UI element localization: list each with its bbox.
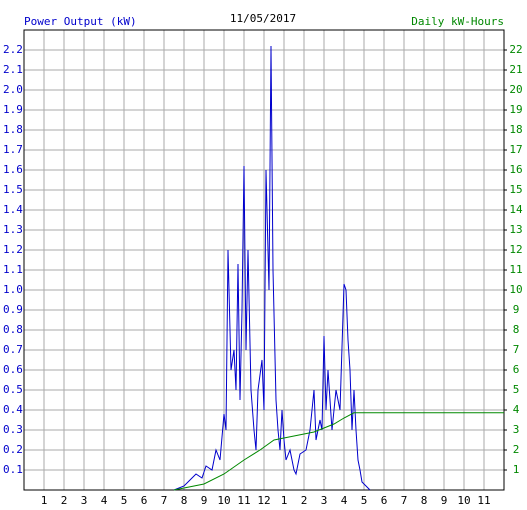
x-tick-label: 11 <box>237 494 250 507</box>
y2-tick-label: 19 <box>509 103 522 116</box>
y-tick-label: 0.6 <box>3 363 23 376</box>
y-tick-label: 1.7 <box>3 143 23 156</box>
x-tick-label: 5 <box>121 494 128 507</box>
y-tick-label: 1.6 <box>3 163 23 176</box>
y2-tick-label: 2 <box>513 443 520 456</box>
y-tick-label: 1.1 <box>3 263 23 276</box>
y-tick-label: 0.1 <box>3 463 23 476</box>
x-tick-label: 2 <box>61 494 68 507</box>
y2-tick-label: 16 <box>509 163 522 176</box>
y-tick-label: 2.0 <box>3 83 23 96</box>
y2-tick-label: 4 <box>513 403 520 416</box>
x-tick-label: 8 <box>421 494 428 507</box>
y-tick-label: 0.8 <box>3 323 23 336</box>
y-tick-label: 1.3 <box>3 223 23 236</box>
x-tick-label: 12 <box>257 494 270 507</box>
y-tick-label: 2.1 <box>3 63 23 76</box>
x-tick-label: 7 <box>401 494 408 507</box>
x-tick-label: 1 <box>41 494 48 507</box>
y-tick-label: 0.4 <box>3 403 23 416</box>
y2-tick-label: 12 <box>509 243 522 256</box>
y-tick-label: 1.4 <box>3 203 23 216</box>
x-tick-label: 8 <box>181 494 188 507</box>
x-tick-label: 2 <box>301 494 308 507</box>
x-tick-label: 4 <box>341 494 348 507</box>
y-tick-label: 0.9 <box>3 303 23 316</box>
x-tick-label: 6 <box>141 494 148 507</box>
y2-tick-label: 3 <box>513 423 520 436</box>
x-tick-label: 7 <box>161 494 168 507</box>
y-tick-label: 2.2 <box>3 43 23 56</box>
chart-title: 11/05/2017 <box>230 12 296 25</box>
data-line <box>173 412 504 491</box>
x-tick-label: 10 <box>217 494 230 507</box>
y2-tick-label: 13 <box>509 223 522 236</box>
x-tick-label: 9 <box>441 494 448 507</box>
x-tick-label: 3 <box>81 494 88 507</box>
y2-tick-label: 9 <box>513 303 520 316</box>
x-tick-label: 4 <box>101 494 108 507</box>
data-line <box>173 45 371 491</box>
y2-tick-label: 22 <box>509 43 522 56</box>
y-tick-label: 0.7 <box>3 343 23 356</box>
y2-tick-label: 18 <box>509 123 522 136</box>
y-axis-label: Power Output (kW) <box>24 15 137 28</box>
y2-tick-label: 14 <box>509 203 523 216</box>
y2-tick-label: 17 <box>509 143 522 156</box>
y2-tick-label: 20 <box>509 83 522 96</box>
y-tick-label: 1.9 <box>3 103 23 116</box>
y2-tick-label: 21 <box>509 63 522 76</box>
x-tick-label: 5 <box>361 494 368 507</box>
y2-tick-label: 7 <box>513 343 520 356</box>
y2-tick-label: 5 <box>513 383 520 396</box>
y2-axis-label: Daily kW-Hours <box>411 15 504 28</box>
y2-tick-label: 8 <box>513 323 520 336</box>
x-tick-label: 11 <box>477 494 490 507</box>
x-tick-label: 1 <box>281 494 288 507</box>
x-tick-label: 3 <box>321 494 328 507</box>
plot-border <box>23 29 505 491</box>
x-tick-label: 6 <box>381 494 388 507</box>
x-tick-label: 10 <box>457 494 470 507</box>
y2-tick-label: 10 <box>509 283 522 296</box>
y2-tick-label: 15 <box>509 183 522 196</box>
y-tick-label: 0.5 <box>3 383 23 396</box>
x-tick-label: 9 <box>201 494 208 507</box>
y-tick-label: 1.5 <box>3 183 23 196</box>
y-tick-label: 0.2 <box>3 443 23 456</box>
y2-tick-label: 6 <box>513 363 520 376</box>
y2-tick-label: 11 <box>509 263 522 276</box>
y2-tick-label: 1 <box>513 463 520 476</box>
y-tick-label: 1.0 <box>3 283 23 296</box>
y-tick-label: 1.2 <box>3 243 23 256</box>
y-tick-label: 0.3 <box>3 423 23 436</box>
y-tick-label: 1.8 <box>3 123 23 136</box>
